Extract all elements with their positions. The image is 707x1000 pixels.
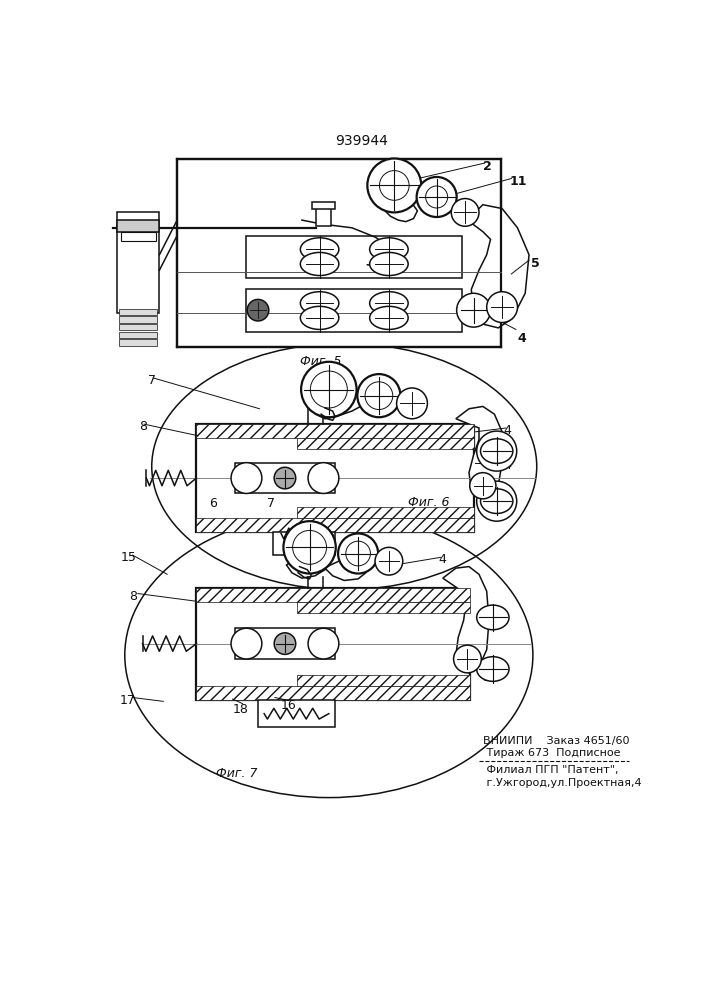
Bar <box>119 332 157 338</box>
Ellipse shape <box>300 306 339 329</box>
Polygon shape <box>467 205 529 328</box>
Bar <box>247 235 462 278</box>
Ellipse shape <box>370 306 408 329</box>
Circle shape <box>308 628 339 659</box>
Circle shape <box>274 633 296 654</box>
Ellipse shape <box>300 238 339 261</box>
Bar <box>117 212 160 312</box>
Circle shape <box>457 293 491 327</box>
Ellipse shape <box>477 657 509 681</box>
Bar <box>316 205 331 226</box>
Circle shape <box>477 481 517 521</box>
Bar <box>197 588 469 700</box>
Text: 18: 18 <box>233 703 248 716</box>
Text: 8: 8 <box>139 420 146 433</box>
Bar <box>197 686 469 700</box>
Bar <box>177 158 501 347</box>
Text: 939944: 939944 <box>336 134 388 148</box>
Circle shape <box>231 463 262 493</box>
Polygon shape <box>313 396 368 419</box>
Circle shape <box>486 292 518 323</box>
Polygon shape <box>443 567 489 673</box>
Text: 2: 2 <box>483 160 491 173</box>
Text: 4: 4 <box>438 553 446 566</box>
Bar <box>274 532 335 555</box>
Ellipse shape <box>300 252 339 276</box>
Ellipse shape <box>481 489 513 513</box>
Circle shape <box>416 177 457 217</box>
Circle shape <box>357 374 400 417</box>
Circle shape <box>451 199 479 226</box>
Circle shape <box>454 645 481 673</box>
Text: 16: 16 <box>281 699 297 712</box>
Circle shape <box>477 431 517 471</box>
Text: Фиг. 6: Фиг. 6 <box>408 496 450 509</box>
Bar <box>312 202 335 209</box>
Text: Филиал ПГП "Патент",: Филиал ПГП "Патент", <box>483 765 619 775</box>
Text: 4: 4 <box>503 424 511 437</box>
Circle shape <box>397 388 428 419</box>
Bar <box>296 602 469 613</box>
Text: Фиг. 5: Фиг. 5 <box>300 355 342 368</box>
Circle shape <box>284 521 336 574</box>
Ellipse shape <box>477 605 509 630</box>
Circle shape <box>308 463 339 493</box>
Polygon shape <box>371 553 392 567</box>
Ellipse shape <box>481 439 513 463</box>
Bar <box>235 463 335 493</box>
Circle shape <box>301 362 356 417</box>
Ellipse shape <box>300 292 339 315</box>
Circle shape <box>375 547 403 575</box>
Bar <box>296 507 474 518</box>
Circle shape <box>469 473 496 499</box>
Bar <box>296 438 474 449</box>
Text: г.Ужгород,ул.Проектная,4: г.Ужгород,ул.Проектная,4 <box>483 778 641 788</box>
Bar <box>197 424 474 438</box>
Text: 15: 15 <box>121 551 137 564</box>
Text: Тираж 673  Подписное: Тираж 673 Подписное <box>483 748 620 758</box>
Text: 7: 7 <box>267 497 275 510</box>
Text: 5: 5 <box>532 257 540 270</box>
Text: 17: 17 <box>119 694 135 707</box>
Ellipse shape <box>370 238 408 261</box>
Text: ВНИИПИ    Заказ 4651/60: ВНИИПИ Заказ 4651/60 <box>483 736 629 746</box>
Ellipse shape <box>370 292 408 315</box>
Text: 4: 4 <box>518 332 526 345</box>
Bar <box>119 339 157 346</box>
Bar <box>258 700 335 727</box>
Polygon shape <box>325 557 368 580</box>
Bar <box>235 628 335 659</box>
Bar <box>197 588 469 602</box>
Circle shape <box>231 628 262 659</box>
Circle shape <box>338 533 378 574</box>
Ellipse shape <box>370 252 408 276</box>
Text: Фиг. 7: Фиг. 7 <box>216 767 257 780</box>
Bar <box>296 675 469 686</box>
Circle shape <box>247 299 269 321</box>
Polygon shape <box>456 406 502 499</box>
Text: 8: 8 <box>129 590 136 603</box>
Circle shape <box>368 158 421 212</box>
Bar <box>119 309 157 315</box>
Bar <box>121 232 156 241</box>
Text: 7: 7 <box>148 374 156 387</box>
Text: 14: 14 <box>483 671 498 684</box>
Text: 4: 4 <box>503 459 511 472</box>
Bar <box>247 289 462 332</box>
Polygon shape <box>375 197 417 222</box>
Text: 11: 11 <box>510 175 527 188</box>
Bar <box>197 518 474 532</box>
Bar <box>117 220 160 232</box>
Bar <box>197 424 474 532</box>
Polygon shape <box>286 554 327 578</box>
Text: 6: 6 <box>209 497 217 510</box>
Circle shape <box>274 467 296 489</box>
Bar <box>119 316 157 323</box>
Bar <box>119 324 157 330</box>
